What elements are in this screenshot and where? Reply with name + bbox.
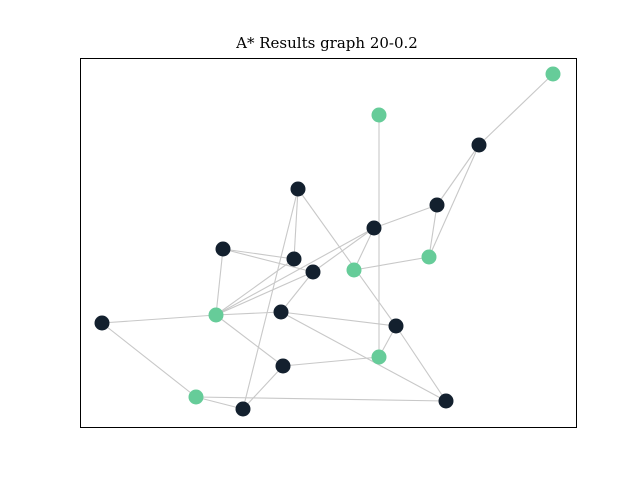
edge-n6-n10 (353, 256, 430, 271)
edge-n9-n11 (280, 271, 314, 313)
edge-n18-n19 (195, 396, 244, 410)
plot-frame (80, 58, 577, 428)
edge-n12-n8 (215, 258, 295, 316)
edge-n7-n12 (215, 248, 224, 316)
node-n3 (290, 181, 306, 197)
node-n16 (371, 349, 387, 365)
edge-n11-n13 (280, 311, 397, 327)
edge-n4-n6 (428, 204, 438, 258)
node-n15 (94, 315, 110, 331)
edge-n5-n12 (215, 227, 375, 316)
edge-n11-n12 (215, 311, 282, 316)
node-n1 (371, 107, 387, 123)
node-n18 (188, 389, 204, 405)
node-n9 (305, 264, 321, 280)
edge-n17-n19 (242, 365, 284, 410)
node-n2 (471, 137, 487, 153)
edge-n4-n5 (373, 204, 438, 229)
node-n0 (545, 66, 561, 82)
node-layer (94, 66, 561, 417)
node-n7 (215, 241, 231, 257)
node-n6 (421, 249, 437, 265)
edge-n12-n9 (215, 271, 314, 316)
graph-title: A* Results graph 20-0.2 (235, 34, 418, 52)
edge-n3-n8 (293, 188, 299, 260)
edge-n12-n15 (101, 314, 217, 324)
node-n11 (273, 304, 289, 320)
edge-n14-n18 (195, 396, 447, 402)
edge-layer (101, 73, 554, 410)
node-n8 (286, 251, 302, 267)
edge-n12-n17 (215, 314, 284, 367)
node-n12 (208, 307, 224, 323)
edge-n16-n17 (282, 356, 380, 367)
edge-n2-n4 (436, 144, 480, 206)
edge-n2-n6 (428, 144, 480, 258)
edge-n3-n19 (242, 188, 299, 410)
edge-n5-n9 (312, 227, 375, 273)
edge-n7-n8 (222, 248, 295, 260)
edge-n3-n13 (297, 188, 397, 327)
edge-n13-n14 (395, 325, 447, 402)
edge-n11-n14 (280, 311, 447, 402)
node-n10 (346, 262, 362, 278)
node-n19 (235, 401, 251, 417)
node-n4 (429, 197, 445, 213)
node-n5 (366, 220, 382, 236)
node-n14 (438, 393, 454, 409)
edge-n15-n18 (101, 322, 197, 398)
edge-n5-n10 (353, 227, 375, 271)
node-n13 (388, 318, 404, 334)
edge-n0-n2 (478, 73, 554, 146)
node-n17 (275, 358, 291, 374)
edge-n7-n9 (222, 248, 314, 273)
